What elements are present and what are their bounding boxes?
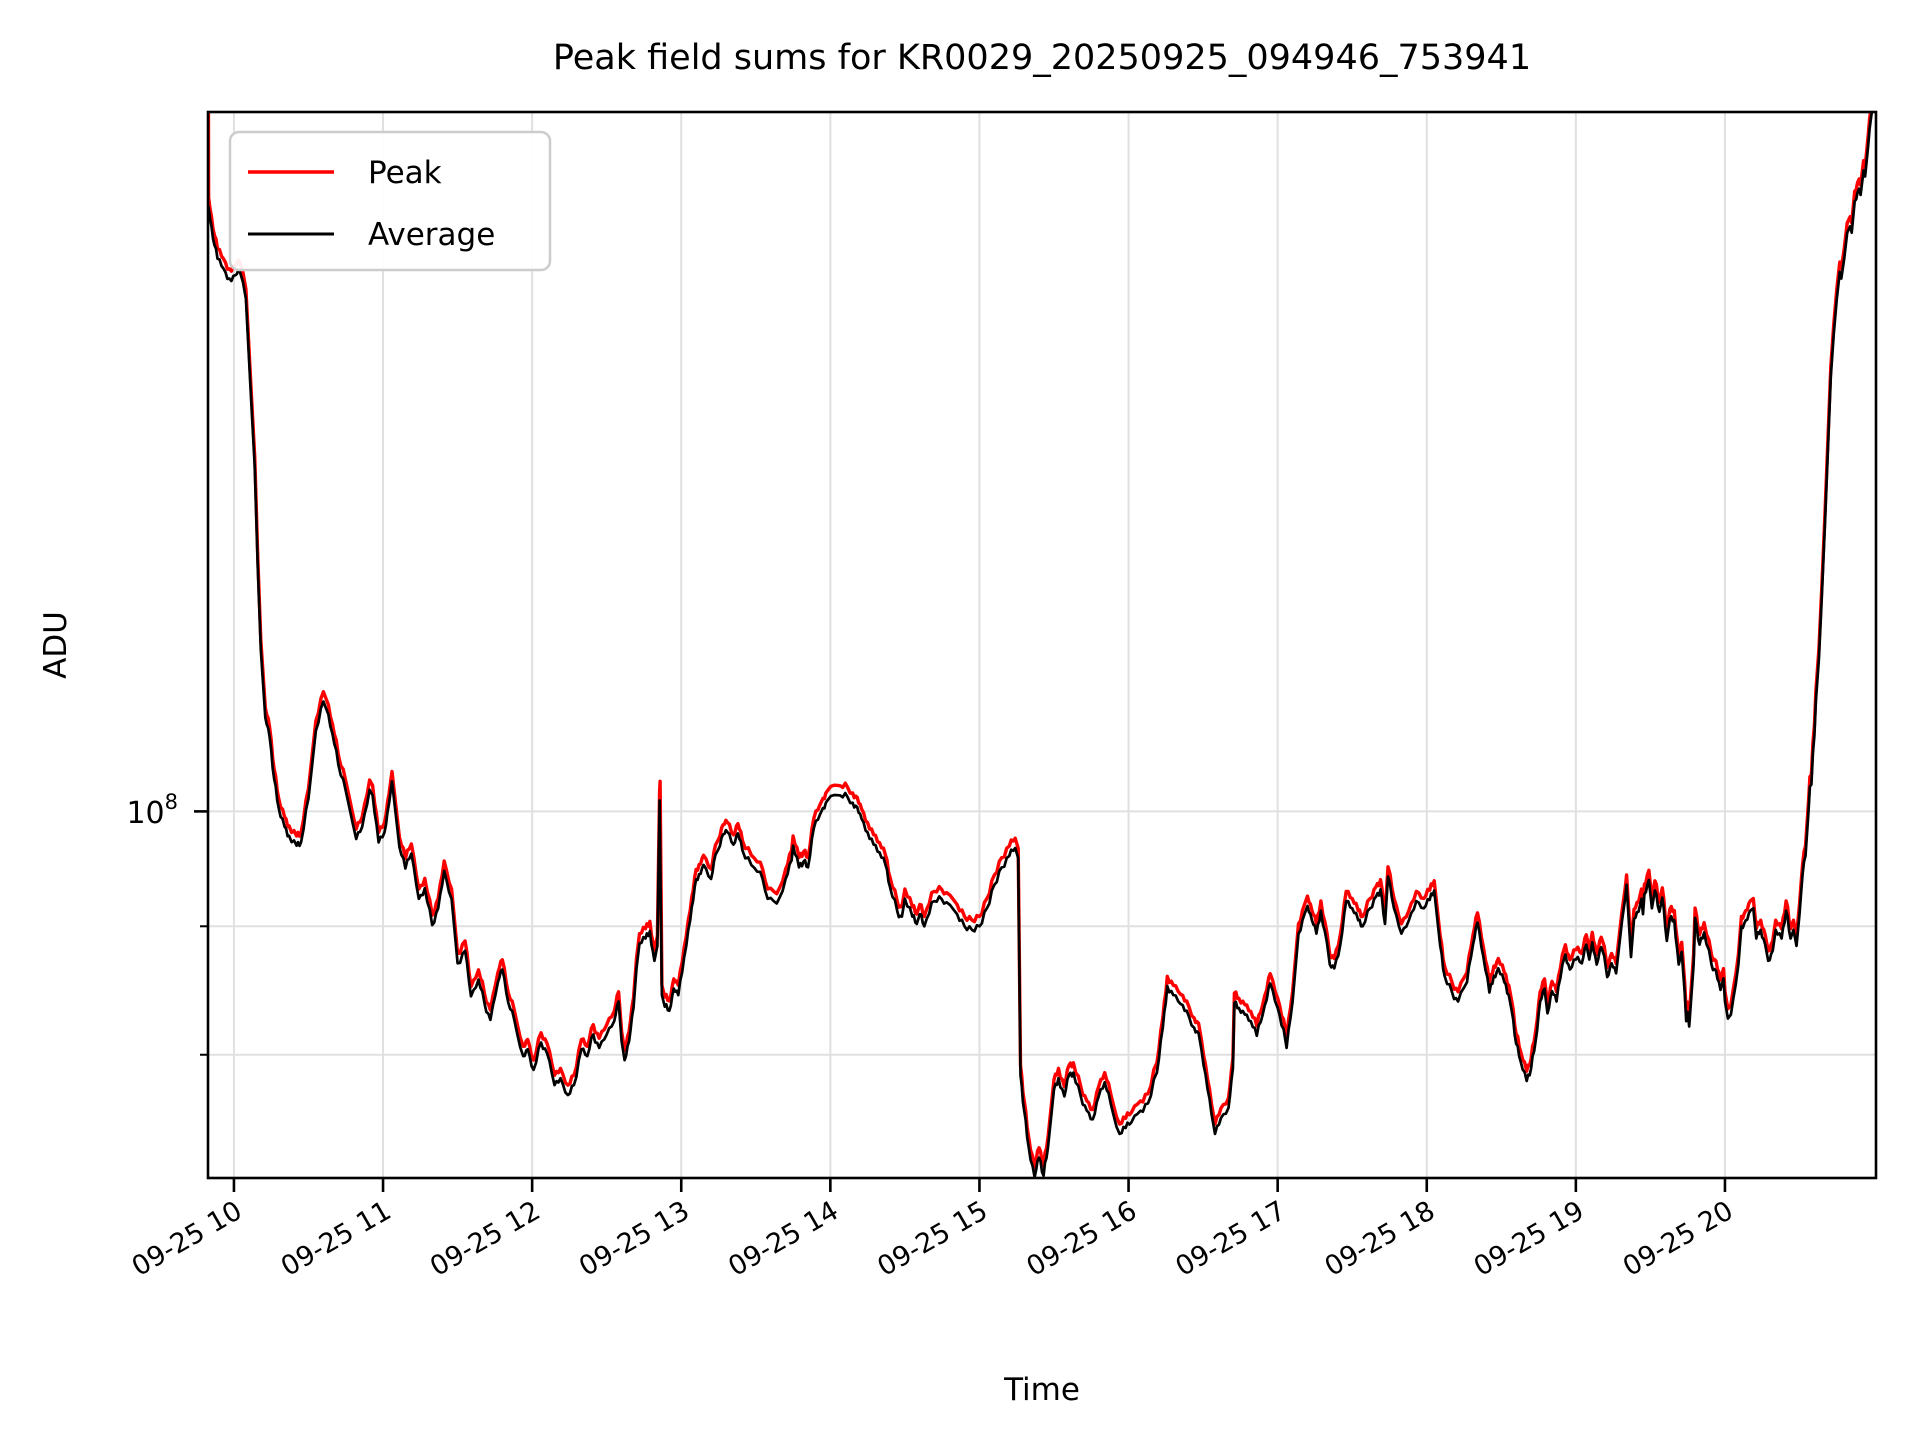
y-tick-label: 108 bbox=[126, 790, 178, 831]
x-tick-label: 09-25 17 bbox=[1171, 1195, 1292, 1283]
x-tick-label: 09-25 15 bbox=[872, 1195, 993, 1283]
average-line bbox=[208, 112, 1874, 1178]
chart-title: Peak field sums for KR0029_20250925_0949… bbox=[553, 38, 1531, 78]
legend: Peak Average bbox=[228, 130, 552, 272]
plot-frame bbox=[206, 110, 1878, 1180]
gridlines bbox=[208, 112, 1876, 1178]
x-tick-label: 09-25 18 bbox=[1320, 1195, 1441, 1283]
axis-ticks bbox=[194, 810, 1727, 1192]
x-tick-label: 09-25 10 bbox=[127, 1195, 248, 1283]
x-tick-labels: 09-25 10 09-25 11 09-25 12 09-25 13 09-25 14… bbox=[127, 1195, 1739, 1283]
y-axis-label: ADU bbox=[38, 611, 74, 679]
peak-line bbox=[208, 112, 1873, 1170]
x-tick-label: 09-25 11 bbox=[276, 1195, 397, 1283]
x-tick-label: 09-25 20 bbox=[1618, 1195, 1739, 1283]
x-tick-label: 09-25 12 bbox=[425, 1195, 546, 1283]
x-tick-label: 09-25 14 bbox=[723, 1195, 844, 1283]
legend-peak-label: Peak bbox=[368, 155, 442, 191]
x-tick-label: 09-25 13 bbox=[574, 1195, 695, 1283]
data-series bbox=[208, 112, 1874, 1178]
legend-average-label: Average bbox=[368, 217, 495, 253]
x-tick-label: 09-25 19 bbox=[1469, 1195, 1590, 1283]
x-tick-label: 09-25 16 bbox=[1021, 1195, 1142, 1283]
x-axis-label: Time bbox=[1003, 1372, 1080, 1408]
